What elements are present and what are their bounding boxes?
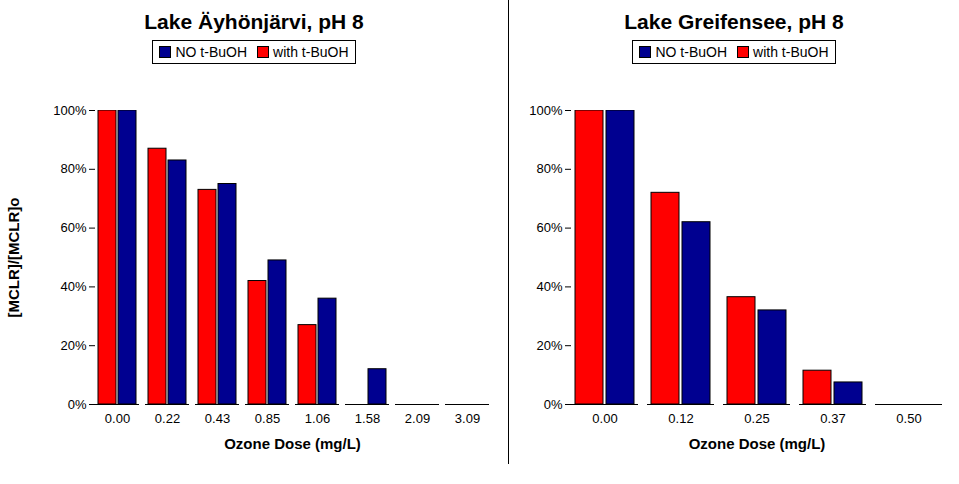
svg-text:1.06: 1.06 xyxy=(305,411,330,426)
html-text:NO t-BuOH: NO t-BuOH xyxy=(175,44,247,60)
svg-text:80%: 80% xyxy=(60,161,86,176)
html-text:Lake Äyhönjärvi, pH 8: Lake Äyhönjärvi, pH 8 xyxy=(144,10,364,33)
svg-text:100%: 100% xyxy=(529,103,563,118)
html-text:Lake Greifensee, pH 8: Lake Greifensee, pH 8 xyxy=(624,10,844,33)
svg-text:0.25: 0.25 xyxy=(744,411,769,426)
svg-text:40%: 40% xyxy=(60,279,86,294)
svg-text:0.50: 0.50 xyxy=(896,411,921,426)
html-text:with t-BuOH: with t-BuOH xyxy=(753,44,829,60)
svg-text:0.00: 0.00 xyxy=(105,411,130,426)
svg-text:100%: 100% xyxy=(53,103,87,118)
svg-text:Ozone Dose (mg/L): Ozone Dose (mg/L) xyxy=(224,435,361,452)
svg-text:0%: 0% xyxy=(68,397,87,412)
svg-text:1.58: 1.58 xyxy=(355,411,380,426)
svg-text:0.00: 0.00 xyxy=(592,411,617,426)
svg-text:80%: 80% xyxy=(536,161,562,176)
svg-text:40%: 40% xyxy=(536,279,562,294)
svg-text:60%: 60% xyxy=(60,220,86,235)
svg-text:Ozone Dose (mg/L): Ozone Dose (mg/L) xyxy=(688,435,825,452)
svg-text:[MCLR]/[MCLR]o: [MCLR]/[MCLR]o xyxy=(5,198,22,318)
html-text:NO t-BuOH: NO t-BuOH xyxy=(655,44,727,60)
svg-text:2.09: 2.09 xyxy=(405,411,430,426)
svg-text:0.22: 0.22 xyxy=(155,411,180,426)
svg-text:0.43: 0.43 xyxy=(205,411,230,426)
svg-text:3.09: 3.09 xyxy=(455,411,480,426)
svg-text:20%: 20% xyxy=(536,338,562,353)
svg-text:0.12: 0.12 xyxy=(668,411,693,426)
svg-text:0.37: 0.37 xyxy=(820,411,845,426)
svg-text:60%: 60% xyxy=(536,220,562,235)
svg-text:0%: 0% xyxy=(543,397,562,412)
html-text:with t-BuOH: with t-BuOH xyxy=(273,44,349,60)
svg-text:0.85: 0.85 xyxy=(255,411,280,426)
svg-text:20%: 20% xyxy=(60,338,86,353)
